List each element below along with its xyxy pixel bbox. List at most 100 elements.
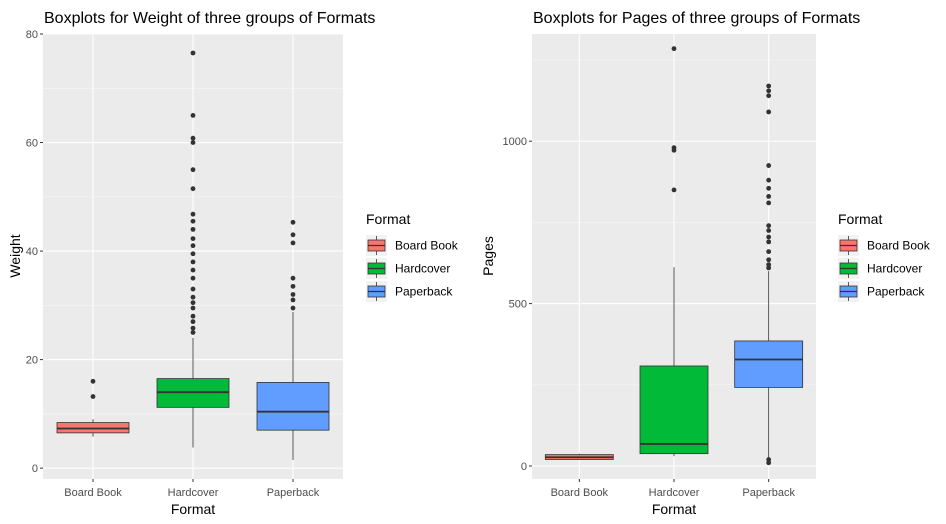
pages-chart-title: Boxplots for Pages of three groups of Fo… [533, 10, 860, 27]
pages-legend-title: Format [838, 211, 882, 227]
weight-x-tick-label: Hardcover [168, 487, 219, 499]
outlier-point [190, 267, 196, 273]
pages-y-tick-label: 1000 [503, 136, 527, 148]
outlier-point [766, 88, 772, 94]
weight-box-board-book [56, 378, 130, 437]
outlier-point [290, 283, 296, 289]
outlier-point [190, 305, 196, 311]
legend-label: Paperback [395, 285, 453, 299]
outlier-point [190, 236, 196, 241]
pages-box-hardcover [639, 46, 709, 457]
outlier-point [766, 457, 772, 462]
pages-boxes [544, 46, 804, 466]
weight-x-ticks: Board Book Hardcover Paperback [64, 479, 320, 499]
outlier-point [190, 186, 196, 192]
outlier-point [190, 294, 196, 300]
outlier-point [766, 177, 772, 183]
outlier-point [190, 226, 196, 232]
weight-y-axis-title: Weight [7, 234, 23, 277]
outlier-point [190, 275, 196, 281]
weight-legend: Format Board Book Hardcover Paperback [366, 211, 459, 302]
weight-chart-title: Boxplots for Weight of three groups of F… [44, 10, 375, 27]
pages-x-axis-title: Format [652, 501, 696, 517]
outlier-point [766, 228, 772, 233]
outlier-point [190, 218, 196, 224]
outlier-point [190, 286, 196, 292]
weight-y-tick-label: 40 [26, 246, 38, 258]
outlier-point [766, 93, 772, 99]
outlier-point [766, 249, 772, 255]
pages-y-tick-label: 0 [521, 461, 527, 473]
weight-boxplot-chart: Boxplots for Weight of three groups of F… [7, 10, 375, 517]
pages-y-ticks: 0 500 1000 [503, 136, 532, 473]
legend-label: Paperback [867, 285, 925, 299]
legend-key-paperback [838, 281, 859, 302]
outlier-point [766, 262, 772, 268]
legend-label: Board Book [395, 239, 459, 253]
legend-key-board-book [838, 235, 859, 256]
weight-x-tick-label: Paperback [267, 487, 320, 499]
outlier-point [290, 275, 296, 281]
box-iqr [639, 365, 709, 455]
outlier-point [766, 194, 772, 199]
outlier-point [671, 145, 677, 151]
outlier-point [671, 46, 677, 52]
pages-y-tick-label: 500 [509, 299, 527, 311]
weight-legend-title: Format [366, 211, 410, 227]
pages-x-tick-label: Hardcover [649, 487, 700, 499]
outlier-point [766, 109, 772, 115]
outlier-point [190, 330, 196, 335]
legend-label: Hardcover [867, 262, 922, 276]
weight-y-tick-label: 80 [26, 29, 38, 41]
outlier-point [290, 292, 296, 297]
pages-x-tick-label: Paperback [742, 487, 795, 499]
legend-key-board-book [366, 235, 387, 256]
pages-x-ticks: Board Book Hardcover Paperback [551, 479, 795, 499]
outlier-point [190, 313, 196, 319]
weight-box-paperback [256, 219, 330, 461]
outlier-point [190, 251, 196, 257]
pages-legend: Format Board Book Hardcover Paperback [838, 211, 931, 302]
weight-x-axis-title: Format [171, 501, 215, 517]
legend-label: Board Book [867, 239, 931, 253]
pages-box-paperback [734, 83, 804, 466]
outlier-point [190, 167, 196, 173]
outlier-point [290, 297, 296, 303]
outlier-point [290, 240, 296, 246]
outlier-point [290, 232, 296, 238]
outlier-point [766, 163, 772, 168]
weight-y-ticks: 0 20 40 60 80 [26, 29, 43, 475]
box-iqr [734, 340, 804, 388]
pages-boxplot-chart: Boxplots for Pages of three groups of Fo… [480, 10, 860, 517]
outlier-point [190, 300, 196, 306]
legend-key-paperback [366, 281, 387, 302]
outlier-point [190, 243, 196, 249]
outlier-point [766, 239, 772, 245]
outlier-point [671, 187, 677, 193]
outlier-point [190, 319, 196, 325]
outlier-point [766, 223, 772, 229]
weight-y-tick-label: 0 [32, 463, 38, 475]
outlier-point [190, 259, 196, 265]
outlier-point [190, 211, 196, 217]
outlier-point [190, 135, 196, 141]
weight-x-tick-label: Board Book [64, 487, 122, 499]
weight-y-tick-label: 60 [26, 138, 38, 150]
outlier-point [290, 219, 296, 225]
outlier-point [190, 325, 196, 331]
outlier-point [766, 200, 772, 206]
legend-key-hardcover [366, 258, 387, 279]
weight-y-tick-label: 20 [26, 355, 38, 367]
outlier-point [190, 50, 196, 56]
outlier-point [190, 140, 196, 145]
pages-x-tick-label: Board Book [551, 487, 609, 499]
outlier-point [190, 113, 196, 118]
outlier-point [90, 378, 96, 384]
legend-label: Hardcover [395, 262, 450, 276]
outlier-point [766, 257, 772, 263]
outlier-point [766, 234, 772, 240]
outlier-point [766, 83, 772, 89]
outlier-point [766, 185, 772, 191]
outlier-point [290, 305, 296, 311]
